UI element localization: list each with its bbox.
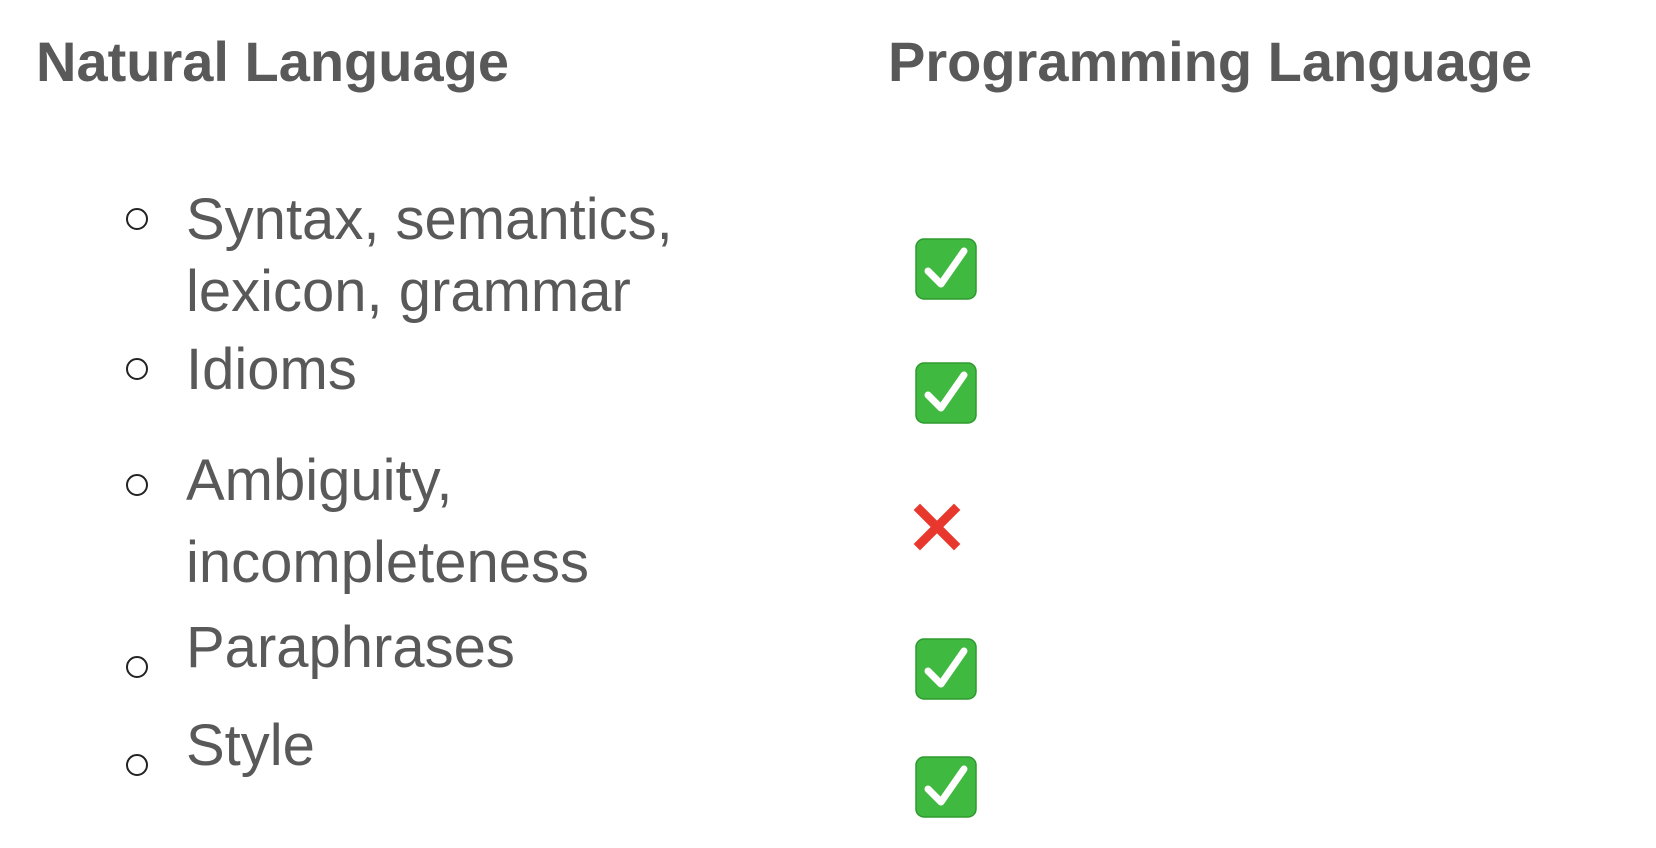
natural-language-heading: Natural Language xyxy=(36,30,509,93)
list-item-line: Paraphrases xyxy=(186,615,515,680)
list-item-line: Style xyxy=(186,713,315,778)
check-mark-icon xyxy=(915,238,977,300)
list-item-line: Syntax, semantics, xyxy=(186,187,673,252)
programming-language-heading: Programming Language xyxy=(888,30,1533,93)
list-item-text: Ambiguity, incompleteness xyxy=(186,440,589,604)
check-mark-icon xyxy=(915,362,977,424)
list-item-text: Paraphrases xyxy=(186,612,515,684)
list-item-text: Idioms xyxy=(186,334,357,406)
list-item-line: Idioms xyxy=(186,337,357,402)
list-item-text: Style xyxy=(186,710,315,782)
hollow-bullet-icon xyxy=(126,656,148,678)
cross-mark-icon xyxy=(912,502,962,552)
hollow-bullet-icon xyxy=(126,474,148,496)
list-item-line: Ambiguity, xyxy=(186,448,453,513)
check-mark-icon xyxy=(915,756,977,818)
list-item-line: incompleteness xyxy=(186,530,589,595)
hollow-bullet-icon xyxy=(126,754,148,776)
hollow-bullet-icon xyxy=(126,358,148,380)
hollow-bullet-icon xyxy=(126,208,148,230)
list-item-line: lexicon, grammar xyxy=(186,259,631,324)
check-mark-icon xyxy=(915,638,977,700)
list-item-text: Syntax, semantics, lexicon, grammar xyxy=(186,184,673,328)
